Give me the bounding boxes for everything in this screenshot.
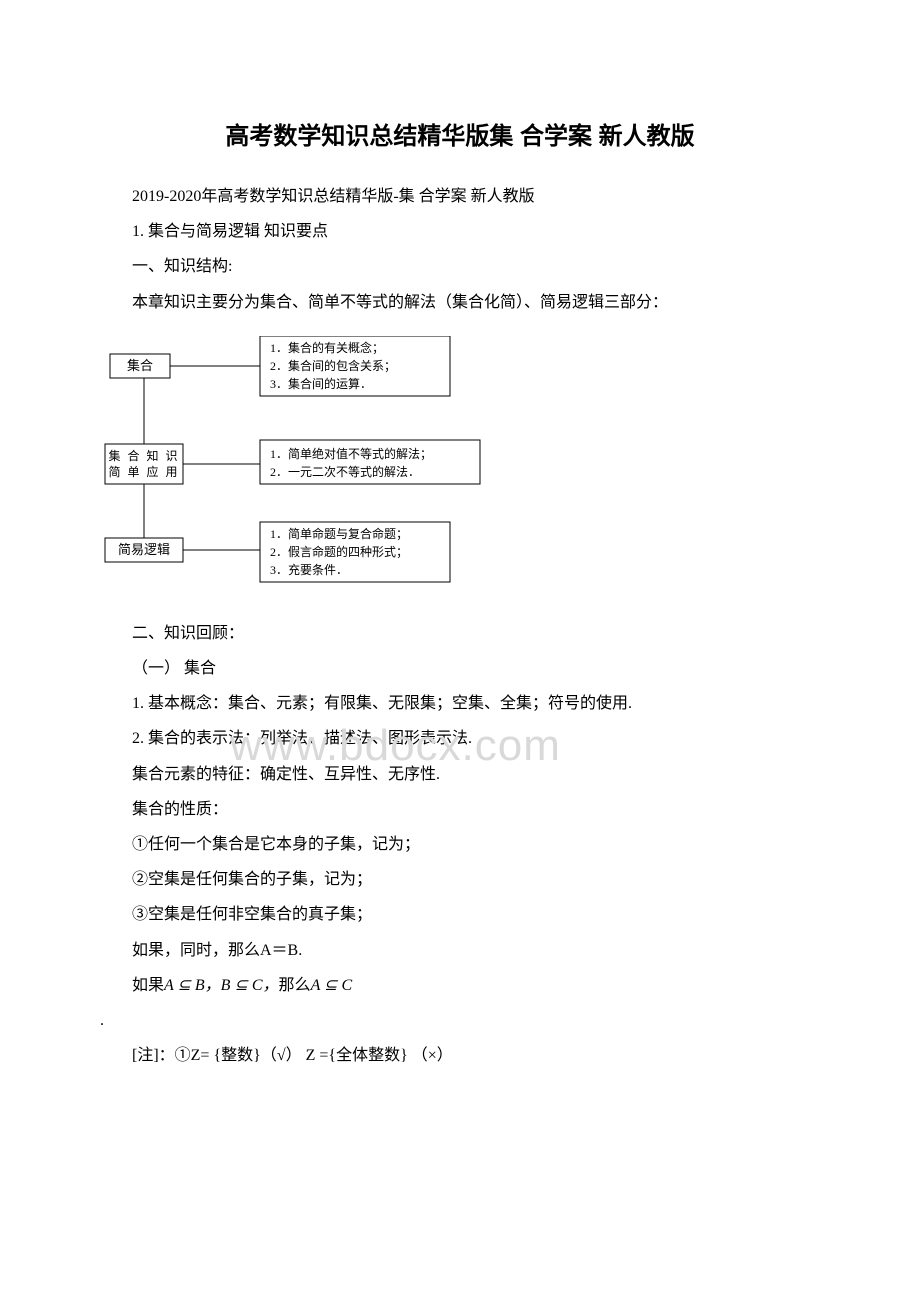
paragraph-15: 如果A ⊆ B，B ⊆ C，那么A ⊆ C [100, 968, 820, 1003]
paragraph-10: 集合的性质： [100, 792, 820, 827]
diag-box3-l3: 3．充要条件． [270, 562, 348, 577]
paragraph-11: ①任何一个集合是它本身的子集，记为； [100, 827, 820, 862]
paragraph-9: 集合元素的特征：确定性、互异性、无序性. [100, 757, 820, 792]
page-title: 高考数学知识总结精华版集 合学案 新人教版 [100, 116, 820, 151]
paragraph-1: 2019-2020年高考数学知识总结精华版-集 合学案 新人教版 [100, 179, 820, 214]
paragraph-3: 一、知识结构: [100, 249, 820, 284]
diag-box3-l1: 1．简单命题与复合命题； [270, 526, 408, 541]
diag-node-set: 集合 [127, 358, 153, 373]
diag-node-app-l2: 简 单 应 用 [108, 464, 179, 479]
knowledge-structure-diagram: 集合 集 合 知 识 简 单 应 用 简易逻辑 1．集合的有关概念； 2．集 [100, 336, 500, 596]
diag-box3-l2: 2．假言命题的四种形式； [270, 544, 408, 559]
paragraph-4: 本章知识主要分为集合、简单不等式的解法（集合化简）、简易逻辑三部分： [100, 285, 820, 320]
diag-node-app-l1: 集 合 知 识 [108, 448, 179, 463]
diag-box2-l2: 2．一元二次不等式的解法． [270, 464, 420, 479]
paragraph-7: 1. 基本概念：集合、元素；有限集、无限集；空集、全集；符号的使用. [100, 686, 820, 721]
p15-math1: A ⊆ B，B ⊆ C， [164, 977, 279, 994]
diag-box1-l2: 2．集合间的包含关系； [270, 358, 396, 373]
paragraph-8: 2. 集合的表示法：列举法、描述法、图形表示法. [100, 721, 820, 756]
paragraph-14: 如果，同时，那么A＝B. [100, 933, 820, 968]
paragraph-13: ③空集是任何非空集合的真子集； [100, 897, 820, 932]
p15-math2: A ⊆ C [311, 977, 353, 994]
paragraph-2: 1. 集合与简易逻辑 知识要点 [100, 214, 820, 249]
paragraph-12: ②空集是任何集合的子集，记为； [100, 862, 820, 897]
diag-box1-l3: 3．集合间的运算． [270, 376, 372, 391]
p15-pre: 如果 [132, 977, 164, 994]
diag-node-logic: 简易逻辑 [118, 542, 170, 557]
diag-box1-l1: 1．集合的有关概念； [270, 340, 384, 355]
p15-mid: 那么 [279, 977, 311, 994]
paragraph-5: 二、知识回顾： [100, 616, 820, 651]
paragraph-6: （一） 集合 [100, 651, 820, 686]
diag-box2-l1: 1．简单绝对值不等式的解法； [270, 446, 432, 461]
paragraph-16: . [100, 1003, 820, 1038]
paragraph-17: [注]：①Z= {整数}（√） Z ={全体整数} （×） [100, 1038, 820, 1073]
